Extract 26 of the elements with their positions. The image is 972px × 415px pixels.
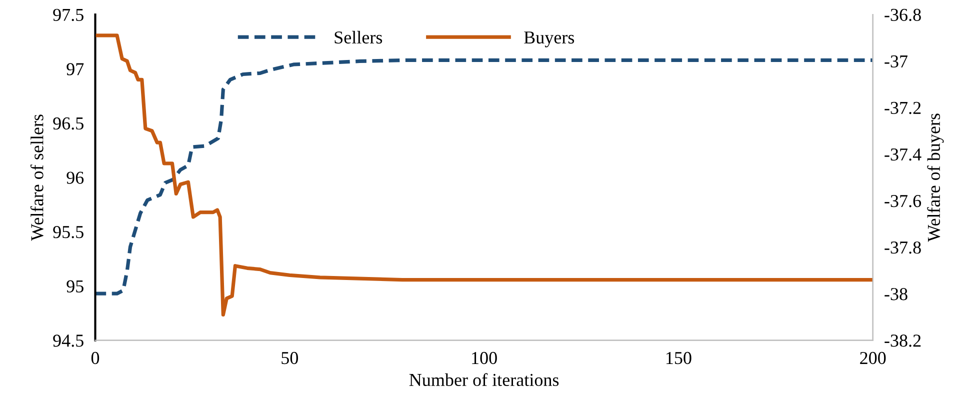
line-series — [95, 58, 873, 296]
y2-tick-label: -37.8 — [884, 241, 921, 254]
x-tick-label: 100 — [472, 352, 497, 364]
x-tick-label: 200 — [860, 352, 886, 364]
y2-tick-label: -38.2 — [884, 334, 921, 347]
y2-tick-label: -37.6 — [884, 194, 922, 208]
x-tick-label: 150 — [666, 352, 692, 364]
y2-tick-label: -36.8 — [884, 8, 921, 22]
x-tick-label: 0 — [91, 352, 100, 364]
y2-tick-label: -37.4 — [884, 148, 922, 161]
x-tick-label: 50 — [282, 352, 298, 364]
y-tick-label: 97 — [66, 63, 84, 76]
y-axis-title: Welfare of sellers — [30, 114, 44, 241]
y-tick-label: 96 — [66, 172, 84, 184]
y-tick-label: 96.5 — [53, 117, 84, 130]
x-axis-title: Number of iterations — [409, 373, 559, 386]
y2-tick-label: -37.2 — [884, 102, 921, 114]
y-tick-label: 97.5 — [53, 8, 84, 22]
y-tick-label: 95 — [66, 280, 84, 292]
y2-tick-label: -37 — [884, 55, 908, 68]
legend-label: Sellers — [334, 30, 382, 44]
y2-axis-title: Welfare of buyers — [927, 114, 944, 242]
legend-label: Buyers — [524, 32, 574, 48]
y-tick-label: 95.5 — [53, 226, 84, 238]
y-tick-label: 94.5 — [53, 334, 84, 347]
y2-tick-label: -38 — [884, 288, 908, 300]
